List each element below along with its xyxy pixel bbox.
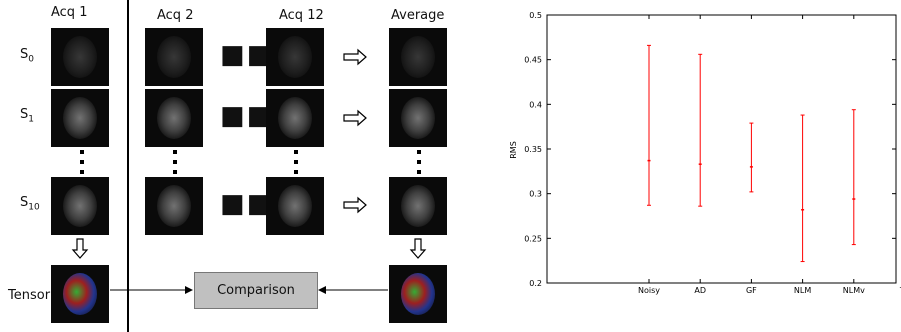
x-tick-label: TV (899, 286, 901, 295)
hollow-arrow-right (343, 196, 367, 214)
x-tick-label: NLMv (843, 286, 865, 295)
y-tick-label: 0.3 (529, 190, 542, 199)
brain-image-s1-average (389, 89, 447, 147)
hollow-arrow-right (343, 48, 367, 66)
y-tick-label: 0.4 (529, 100, 542, 109)
row-label-s1: S1 (20, 107, 34, 125)
x-tick-label: Noisy (638, 286, 660, 295)
vertical-ellipsis (417, 150, 421, 180)
brain-image-s0-acq1 (51, 28, 109, 86)
brain-image-s1-acq2 (145, 89, 203, 147)
col-header-average: Average (391, 8, 445, 23)
brain-image-s10-average (389, 177, 447, 235)
rms-errorbar-chart: RMS 0.2 0.25 0.3 0.35 0.4 0.45 0.5 Noisy AD GF NL… (509, 11, 901, 295)
y-tick-label: 0.45 (524, 56, 542, 65)
col-header-acq1: Acq 1 (51, 5, 88, 20)
x-tick-label: AD (694, 286, 706, 295)
hollow-arrow-right (343, 109, 367, 127)
tensor-label: Tensor (8, 288, 51, 303)
brain-image-s1-acq12 (266, 89, 324, 147)
plot-frame (546, 14, 897, 284)
y-tick-label: 0.25 (524, 234, 542, 243)
vertical-ellipsis (173, 150, 177, 180)
brain-image-s0-acq2 (145, 28, 203, 86)
y-tick-label: 0.5 (529, 11, 542, 20)
vertical-ellipsis (294, 150, 298, 180)
vertical-ellipsis (80, 150, 84, 180)
tensor-image-acq1 (51, 265, 109, 323)
brain-image-s10-acq1 (51, 177, 109, 235)
brain-image-s10-acq12 (266, 177, 324, 235)
divider-line (127, 0, 129, 332)
y-axis-label: RMS (509, 141, 518, 159)
y-tick-label: 0.35 (524, 145, 542, 154)
x-tick-label: NLM (794, 286, 811, 295)
x-tick-label: GF (746, 286, 757, 295)
y-tick-label: 0.2 (529, 279, 542, 288)
row-label-s10: S10 (20, 195, 40, 213)
brain-image-s1-acq1 (51, 89, 109, 147)
comparison-box: Comparison (194, 272, 318, 309)
hollow-arrow-down (409, 238, 427, 259)
col-header-acq2: Acq 2 (157, 8, 194, 23)
brain-image-s0-acq12 (266, 28, 324, 86)
diagram-arrows (71, 48, 427, 294)
brain-image-s10-acq2 (145, 177, 203, 235)
row-label-s0: S0 (20, 47, 34, 65)
col-header-acq12: Acq 12 (279, 8, 324, 23)
brain-image-s0-average (389, 28, 447, 86)
tensor-image-average (389, 265, 447, 323)
hollow-arrow-down (71, 238, 89, 259)
